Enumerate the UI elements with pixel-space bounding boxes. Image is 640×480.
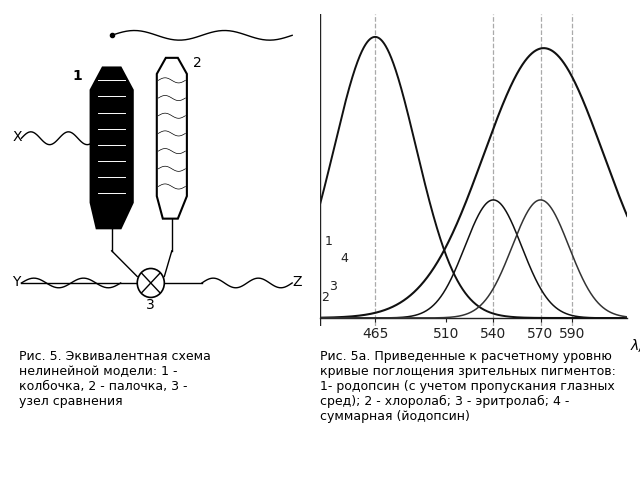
Text: 1: 1 — [324, 235, 333, 248]
Text: λ, nm: λ, nm — [630, 339, 640, 353]
Text: 3: 3 — [330, 280, 337, 293]
Text: 2: 2 — [321, 291, 330, 304]
Text: Z: Z — [292, 275, 301, 289]
Polygon shape — [91, 68, 132, 228]
Text: 4: 4 — [340, 252, 348, 265]
Text: Рис. 5а. Приведенные к расчетному уровню
кривые поглощения зрительных пигментов:: Рис. 5а. Приведенные к расчетному уровню… — [320, 350, 616, 423]
Text: 3: 3 — [147, 298, 155, 312]
Text: Рис. 5. Эквивалентная схема
нелинейной модели: 1 -
колбочка, 2 - палочка, 3 -
уз: Рис. 5. Эквивалентная схема нелинейной м… — [19, 350, 211, 408]
Text: Y: Y — [12, 275, 20, 289]
Text: 1: 1 — [72, 69, 83, 84]
Text: X: X — [12, 131, 22, 144]
Text: 2: 2 — [193, 57, 202, 71]
Circle shape — [137, 268, 164, 298]
